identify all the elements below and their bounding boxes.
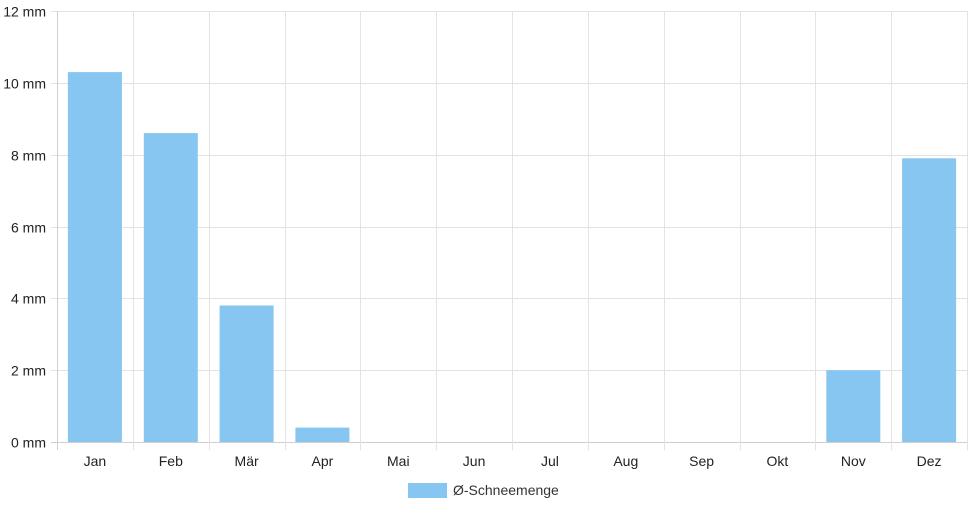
bar-nov[interactable] [826,370,881,442]
x-tick-label: Okt [767,453,789,469]
bar-dez[interactable] [902,158,957,443]
y-axis: 0 mm 2 mm 4 mm 6 mm 8 mm 10 mm 12 mm [3,4,46,451]
y-tick-label: 4 mm [11,291,46,307]
legend[interactable]: Ø-Schneemenge [408,482,559,498]
bar-apr[interactable] [295,427,350,442]
x-tick-label: Feb [159,453,183,469]
y-tick-label: 0 mm [11,435,46,451]
x-tick-label: Mai [387,453,410,469]
x-tick-label: Nov [841,453,866,469]
y-tick-label: 12 mm [3,4,46,20]
x-tick-label: Apr [312,453,334,469]
bars [67,72,957,443]
x-tick-label: Jul [541,453,559,469]
y-tick-label: 8 mm [11,148,46,164]
bar-feb[interactable] [143,133,198,442]
bar-jan[interactable] [67,72,122,442]
x-tick-label: Sep [689,453,714,469]
y-tick-label: 6 mm [11,220,46,236]
bar-mär[interactable] [219,305,274,443]
x-tick-label: Mär [235,453,259,469]
legend-swatch [408,483,447,498]
y-tick-label: 2 mm [11,363,46,379]
x-axis: Jan Feb Mär Apr Mai Jun Jul Aug Sep Okt Nov Dez [84,453,942,469]
y-tick-label: 10 mm [3,76,46,92]
x-tick-label: Jun [463,453,486,469]
grid [51,11,968,450]
legend-label: Ø-Schneemenge [453,482,559,498]
x-tick-label: Aug [613,453,638,469]
x-tick-label: Jan [84,453,107,469]
x-tick-label: Dez [917,453,942,469]
